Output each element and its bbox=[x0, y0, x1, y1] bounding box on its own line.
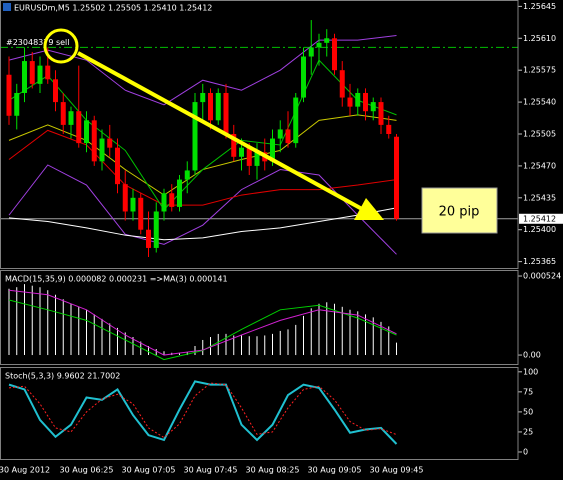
x-tick-label: 30 Aug 09:05 bbox=[308, 466, 362, 475]
note-box bbox=[421, 187, 498, 234]
y-tick-label: 1.25435 bbox=[523, 193, 556, 202]
candle-body bbox=[394, 136, 399, 219]
price-panel-frame bbox=[0, 0, 519, 269]
candle-body bbox=[60, 102, 66, 125]
stoch-panel-frame bbox=[0, 367, 519, 460]
candle-body bbox=[332, 38, 337, 71]
stoch-title: Stoch(5,3,3) 9.9602 21.7002 bbox=[5, 372, 120, 381]
last-price-label: 1.25412 bbox=[523, 214, 556, 223]
candle-body bbox=[91, 120, 97, 162]
y-tick-label: 75 bbox=[523, 387, 533, 396]
candle-body bbox=[14, 92, 20, 116]
candle-body bbox=[215, 92, 221, 121]
candle-body bbox=[6, 74, 12, 116]
y-tick-label: 25 bbox=[523, 427, 533, 436]
candle-body bbox=[99, 138, 105, 162]
y-tick-label: 1.25470 bbox=[523, 161, 556, 170]
candle-body bbox=[37, 65, 43, 84]
candle-body bbox=[301, 56, 306, 98]
y-tick-label: 0 bbox=[523, 447, 528, 456]
candle-body bbox=[270, 138, 275, 162]
candle-body bbox=[324, 38, 330, 43]
candle-body bbox=[76, 111, 82, 144]
x-tick-label: 30 Aug 07:45 bbox=[184, 466, 238, 475]
candle-body bbox=[347, 97, 353, 107]
candle-body bbox=[363, 92, 368, 112]
candle-body bbox=[115, 147, 120, 185]
y-tick-label: 50 bbox=[523, 407, 533, 416]
symbol-icon bbox=[3, 3, 11, 11]
highlight-circle bbox=[43, 28, 79, 64]
candle-body bbox=[84, 120, 89, 144]
candle-body bbox=[161, 193, 167, 212]
candle-body bbox=[192, 102, 198, 171]
candle-body bbox=[239, 147, 244, 157]
candle-body bbox=[208, 92, 213, 121]
candle-body bbox=[107, 138, 113, 148]
y-tick-label: 100 bbox=[523, 367, 538, 376]
candle-body bbox=[169, 193, 175, 207]
candle-body bbox=[293, 97, 299, 144]
candle-body bbox=[29, 61, 35, 84]
arrow-shaft bbox=[77, 51, 363, 211]
candle-body bbox=[246, 147, 252, 166]
candle-body bbox=[68, 111, 74, 125]
candle-body bbox=[277, 129, 283, 139]
macd-panel-frame bbox=[0, 270, 519, 365]
y-tick-label: 1.25505 bbox=[523, 130, 556, 139]
y-tick-label: 0.00 bbox=[523, 351, 541, 360]
indicator-line bbox=[8, 382, 397, 439]
candle-body bbox=[53, 79, 58, 103]
macd-title: MACD(15,35,9) 0.000082 0.000231 =>MA(3) … bbox=[5, 275, 228, 284]
indicator-line bbox=[8, 207, 397, 241]
indicator-line bbox=[8, 289, 397, 356]
y-tick-label: 1.25365 bbox=[523, 257, 556, 266]
candle-body bbox=[200, 92, 206, 103]
candle-body bbox=[254, 152, 260, 166]
candle-body bbox=[22, 61, 27, 93]
candle-body bbox=[122, 184, 128, 212]
y-tick-label: 1.25610 bbox=[523, 34, 556, 43]
x-tick-label: 30 Aug 07:05 bbox=[122, 466, 176, 475]
candle-body bbox=[45, 65, 51, 80]
candle-body bbox=[285, 129, 291, 144]
y-tick-label: 1.25400 bbox=[523, 225, 556, 234]
last-price-box bbox=[519, 213, 563, 224]
candle-body bbox=[223, 92, 229, 134]
y-tick-label: 1.25645 bbox=[523, 2, 556, 11]
candle-body bbox=[231, 134, 237, 157]
candle-body bbox=[184, 170, 190, 180]
x-tick-label: 30 Aug 08:25 bbox=[246, 466, 300, 475]
indicator-line bbox=[8, 380, 398, 445]
chart-title: EURUSDm,M5 1.25502 1.25505 1.25410 1.254… bbox=[14, 4, 212, 13]
candle-body bbox=[130, 197, 136, 212]
y-tick-label: 1.25540 bbox=[523, 98, 556, 107]
candle-body bbox=[370, 102, 376, 112]
candle-body bbox=[386, 124, 392, 134]
candle-body bbox=[316, 42, 322, 48]
x-tick-label: 30 Aug 09:45 bbox=[370, 466, 424, 475]
note-text: 20 pip bbox=[439, 205, 480, 220]
candle-body bbox=[308, 47, 314, 57]
y-tick-label: 1.25575 bbox=[523, 66, 556, 75]
annotations: 20 pip bbox=[43, 28, 498, 234]
indicator-line bbox=[8, 59, 397, 211]
arrow-head bbox=[354, 198, 384, 220]
x-tick-label: 30 Aug 2012 bbox=[0, 466, 50, 475]
indicator-line bbox=[8, 129, 397, 206]
candle-body bbox=[146, 229, 151, 248]
candle-body bbox=[153, 211, 159, 248]
candle-body bbox=[177, 179, 182, 207]
candle-body bbox=[355, 92, 361, 107]
x-tick-label: 30 Aug 06:25 bbox=[60, 466, 114, 475]
candle-body bbox=[378, 102, 384, 125]
candle-body bbox=[138, 197, 144, 230]
y-tick-label: 0.000524 bbox=[523, 272, 561, 281]
candle-body bbox=[339, 70, 345, 98]
order-label: #23048379 sell bbox=[6, 38, 70, 47]
